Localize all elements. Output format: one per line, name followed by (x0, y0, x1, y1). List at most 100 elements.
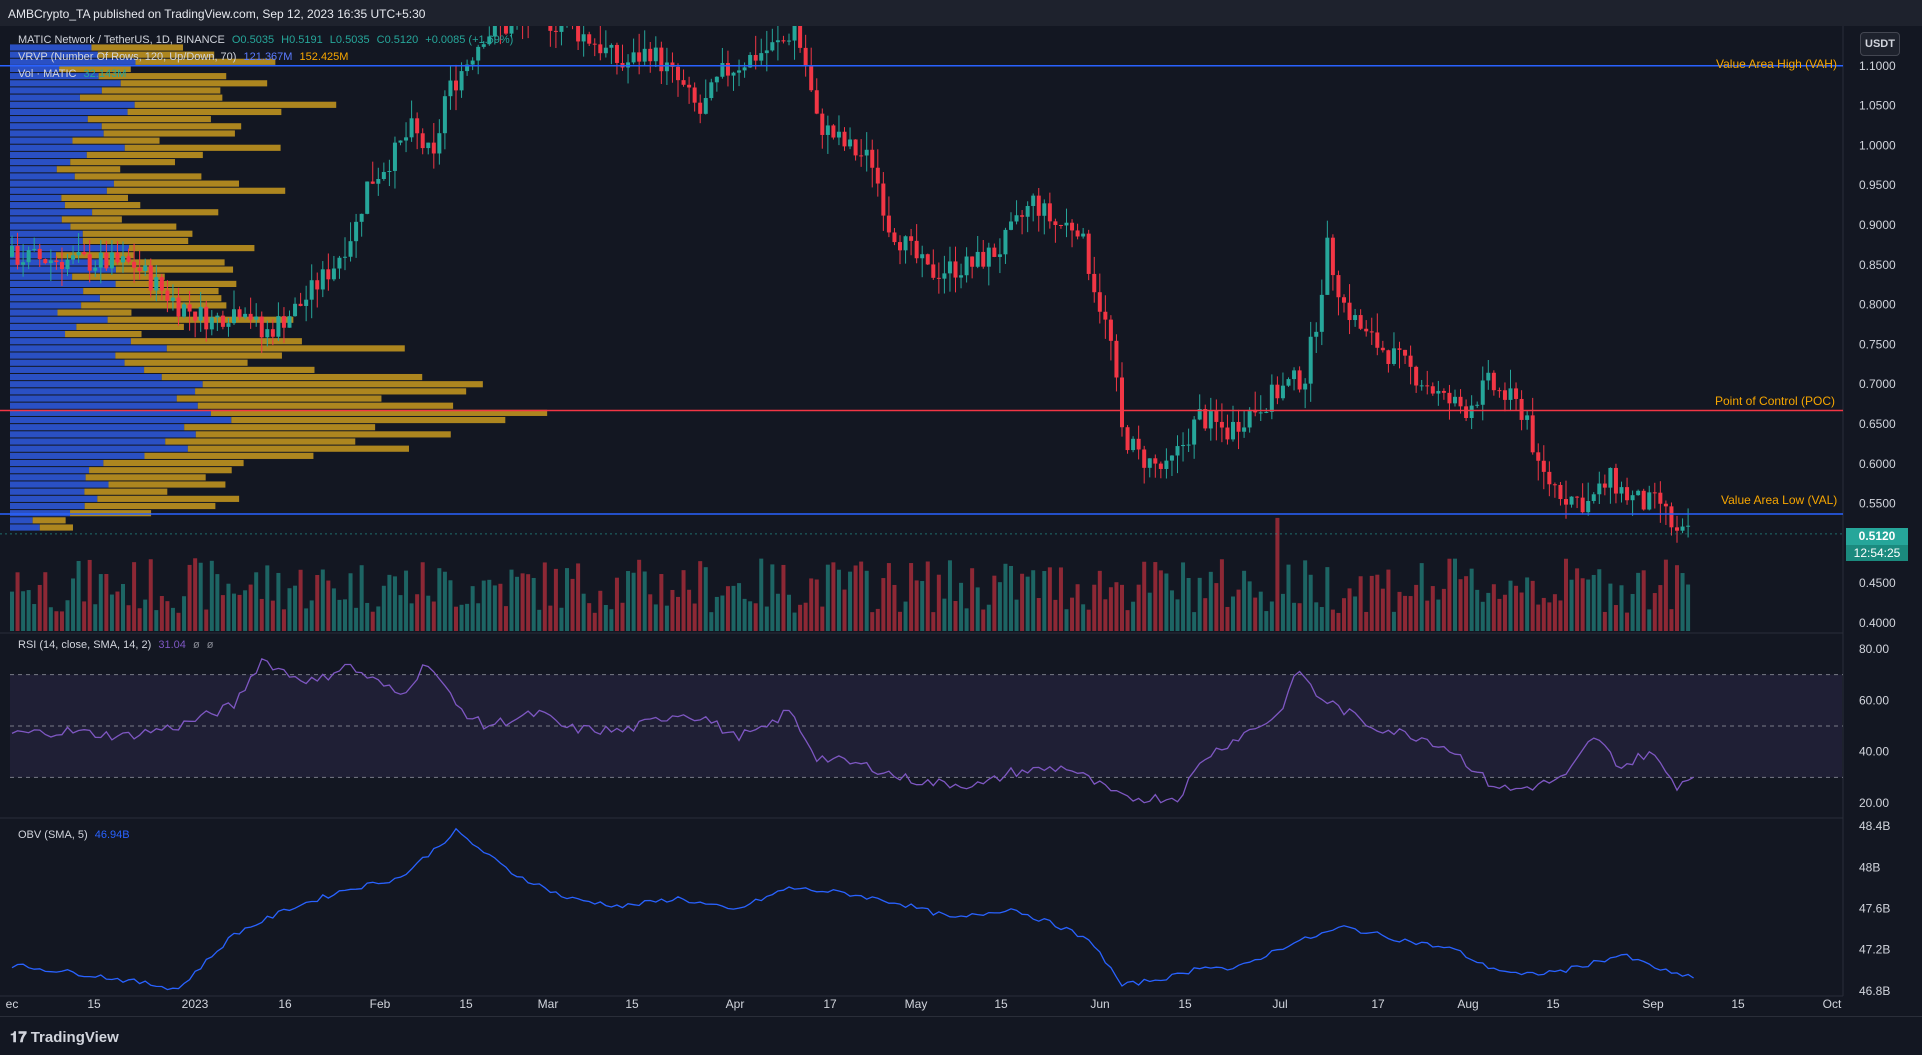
volume-bar (859, 562, 863, 631)
candle-body (154, 277, 158, 290)
volume-bar (837, 570, 841, 631)
symbol-legend[interactable]: MATIC Network / TetherUS, 1D, BINANCE O0… (18, 34, 517, 46)
candle-body (715, 77, 719, 83)
volume-bar (665, 606, 669, 631)
vrvp-down-row (198, 403, 453, 409)
price-tick: 1.0500 (1859, 99, 1896, 113)
candle-body (892, 232, 896, 242)
price-tick: 0.6500 (1859, 417, 1896, 431)
volume-bar (88, 560, 92, 631)
volume-bar (471, 586, 475, 631)
volume-bar (393, 576, 397, 631)
candle-body (604, 48, 608, 53)
volume-bar (1425, 601, 1429, 631)
vrvp-up-row (10, 181, 114, 187)
candle-body (443, 96, 447, 133)
volume-bar (682, 570, 686, 631)
volume-bar (1420, 563, 1424, 631)
candle-body (204, 307, 208, 329)
time-tick: 15 (1178, 997, 1192, 1011)
candle-body (920, 254, 924, 258)
candle-body (1564, 499, 1568, 505)
candle-body (1459, 397, 1463, 407)
volume-bar (659, 574, 663, 631)
volume-bar (931, 612, 935, 631)
candle-body (1275, 385, 1279, 399)
candle-body (1514, 388, 1518, 399)
candle-body (21, 262, 25, 265)
price-tick: 1.1000 (1859, 59, 1896, 73)
candle-body (1597, 484, 1601, 495)
volume-bar (1314, 602, 1318, 631)
ohlc-close: C0.5120 (377, 34, 419, 46)
candle-body (976, 252, 980, 267)
vrvp-up-row (10, 281, 116, 287)
candle-body (1331, 238, 1335, 275)
candle-body (149, 265, 153, 290)
volume-bar (437, 568, 441, 631)
volume-bar (1303, 560, 1307, 631)
currency-button[interactable]: USDT (1860, 32, 1900, 56)
rsi-name: RSI (14, close, SMA, 14, 2) (18, 639, 151, 651)
volume-bar (1242, 571, 1246, 631)
volume-bar (820, 607, 824, 631)
candle-body (1342, 297, 1346, 302)
volume-bar (1636, 573, 1640, 631)
obv-legend[interactable]: OBV (SMA, 5) 46.94B (18, 829, 134, 841)
volume-bar (848, 572, 852, 631)
candle-body (299, 304, 303, 306)
candle-body (421, 133, 425, 148)
volume-bar (604, 605, 608, 631)
volume-bar (1137, 585, 1141, 631)
volume-bar (998, 582, 1002, 631)
candle-body (399, 141, 403, 143)
candle-body (693, 88, 697, 103)
volume-bar (293, 586, 297, 631)
volume-bar (1248, 581, 1252, 631)
volume-bar (737, 583, 741, 631)
volume-bar (992, 576, 996, 631)
vrvp-up-row (10, 116, 88, 122)
volume-bar (754, 603, 758, 631)
volume-bar (954, 601, 958, 631)
candle-body (249, 314, 253, 320)
volume-bar (1625, 613, 1629, 631)
vrvp-legend[interactable]: VRVP (Number Of Rows, 120, Up/Down, 70) … (18, 51, 352, 63)
candle-body (665, 62, 669, 71)
volume-bar (1087, 610, 1091, 631)
vrvp-down-row (65, 331, 141, 337)
volume-bar (337, 600, 341, 631)
volume-bar (260, 599, 264, 631)
candle-body (1059, 225, 1063, 226)
rsi-legend[interactable]: RSI (14, close, SMA, 14, 2) 31.04 ø ø (18, 639, 217, 651)
vah-label: Value Area High (VAH) (1716, 57, 1837, 71)
volume-bar (1164, 573, 1168, 631)
candle-body (165, 291, 169, 301)
vrvp-down-row (75, 173, 202, 179)
candle-body (998, 254, 1002, 257)
candle-body (171, 298, 175, 301)
volume-bar (132, 562, 136, 631)
volume-bar (865, 571, 869, 631)
volume-bar (582, 594, 586, 631)
candle-body (937, 278, 941, 279)
volume-bar (970, 568, 974, 631)
candle-body (987, 248, 991, 267)
volume-bar (1664, 560, 1668, 631)
volume-bar (1481, 602, 1485, 631)
vrvp-name: VRVP (Number Of Rows, 120, Up/Down, 70) (18, 51, 236, 63)
vrvp-down-row (104, 130, 235, 136)
volume-bar (1658, 585, 1662, 631)
vrvp-up-row (10, 403, 198, 409)
candle-body (193, 312, 197, 321)
chart-svg[interactable]: 1.10001.05001.00000.95000.90000.85000.80… (0, 26, 1922, 1016)
candle-body (743, 67, 747, 70)
candle-body (781, 40, 785, 41)
volume-bar (415, 594, 419, 631)
vrvp-up-row (10, 202, 65, 208)
time-tick: 17 (823, 997, 837, 1011)
vrvp-down-row (70, 159, 175, 165)
volume-legend[interactable]: Vol · MATIC 32.143M (18, 68, 130, 80)
